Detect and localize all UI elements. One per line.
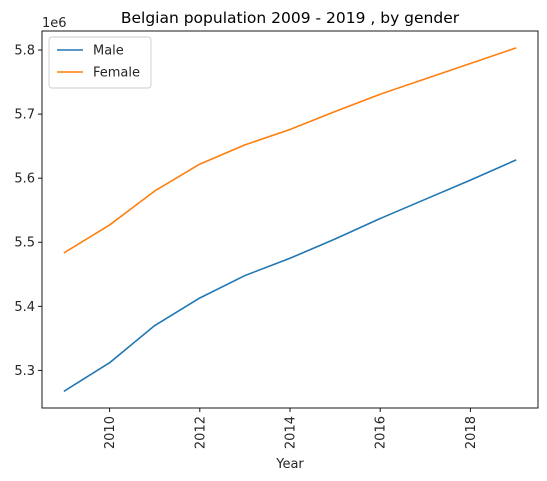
series-line-male xyxy=(63,159,517,392)
y-axis-offset-label: 1e6 xyxy=(42,16,67,31)
x-axis-label: Year xyxy=(275,457,304,472)
x-tick-label: 2012 xyxy=(193,416,208,449)
plot-area: 5.3 5.4 5.5 5.6 5.7 5.8 2010 2012 2014 2016 2018 Ma… xyxy=(14,30,539,449)
series-line-female xyxy=(63,47,517,254)
y-tick-label: 5.7 xyxy=(14,108,35,123)
y-tick-label: 5.4 xyxy=(14,300,35,315)
legend-label-female: Female xyxy=(93,66,140,81)
x-tick-label: 2016 xyxy=(374,416,389,449)
x-tick-label: 2014 xyxy=(284,416,299,449)
x-tick-label: 2018 xyxy=(464,416,479,449)
y-tick-label: 5.8 xyxy=(14,44,35,59)
chart-title: Belgian population 2009 - 2019 , by gend… xyxy=(121,9,460,27)
x-tick-label: 2010 xyxy=(103,416,118,449)
y-tick-label: 5.6 xyxy=(14,172,35,187)
y-tick-label: 5.5 xyxy=(14,236,35,251)
legend-label-male: Male xyxy=(93,44,124,59)
y-tick-label: 5.3 xyxy=(14,364,35,379)
